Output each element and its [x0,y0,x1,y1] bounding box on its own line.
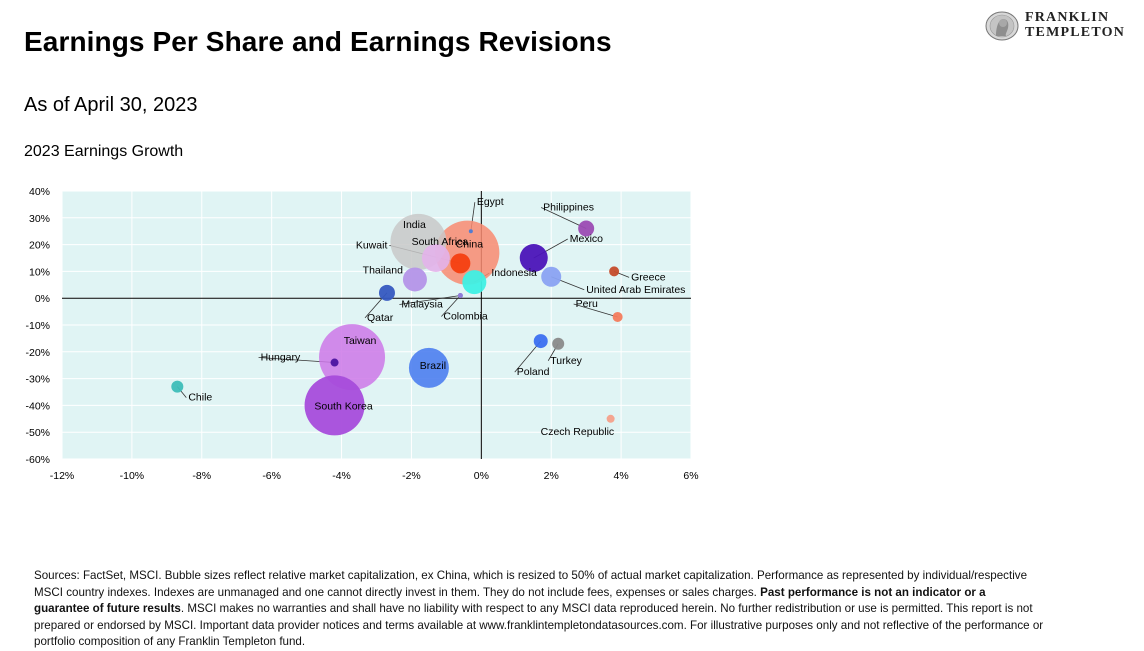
bubble-united-arab-emirates [541,266,562,287]
founder-medallion-icon [985,11,1019,41]
y-tick-label: 10% [29,266,50,278]
y-tick-label: 30% [29,213,50,225]
x-tick-label: 2% [544,470,559,482]
logo-wordmark: FRANKLIN TEMPLETON [1025,10,1125,40]
x-tick-label: -12% [50,470,75,482]
leader-line-malaysia [399,295,461,305]
point-label-brazil: Brazil [420,360,446,372]
x-tick-label: -8% [192,470,211,482]
x-tick-label: 0% [474,470,489,482]
y-tick-label: 20% [29,240,50,252]
logo-line-2: TEMPLETON [1025,25,1126,40]
point-label-malaysia: Malaysia [401,299,443,311]
footnote-text-2: . MSCI makes no warranties and shall hav… [34,602,1044,648]
bubble-mexico [519,244,548,272]
point-label-mexico: Mexico [570,233,603,245]
footnote-text-1: Sources: FactSet, MSCI. Bubble sizes ref… [34,569,1028,599]
point-label-thailand: Thailand [363,264,403,276]
y-tick-label: -10% [25,320,50,332]
y-tick-label: 0% [35,293,50,305]
x-tick-label: -4% [332,470,351,482]
point-label-kuwait: Kuwait [356,239,388,251]
point-label-egypt: Egypt [477,196,504,208]
leader-line-philippines [540,207,587,229]
point-label-taiwan: Taiwan [344,335,377,347]
earnings-bubble-chart: 40%30%20%10%0%-10%-20%-30%-40%-50%-60%-1… [25,186,698,482]
y-tick-label: 40% [29,186,50,198]
bubble-qatar [378,284,395,301]
point-label-indonesia: Indonesia [491,267,537,279]
point-label-czech-republic: Czech Republic [541,426,615,438]
bubble-south-korea [304,375,365,436]
bubble-chile [171,380,184,393]
bubble-philippines [578,220,595,237]
y-tick-label: -30% [25,374,50,386]
point-label-qatar: Qatar [367,312,394,324]
bubble-greece [609,266,620,277]
bubble-peru [612,311,623,322]
x-tick-label: -6% [262,470,281,482]
page-subtitle: As of April 30, 2023 [24,94,198,116]
point-label-south-korea: South Korea [314,400,373,412]
bubble-china [435,220,500,285]
bubble-taiwan [319,324,386,391]
point-label-united-arab-emirates: United Arab Emirates [586,284,685,296]
point-label-philippines: Philippines [543,202,594,214]
point-label-turkey: Turkey [550,355,582,367]
bubble-south-africa [421,244,450,272]
bubble-colombia [457,293,463,299]
y-tick-label: -40% [25,400,50,412]
point-label-india: India [403,219,426,231]
bubble-indonesia [462,270,487,295]
x-tick-label: 6% [683,470,698,482]
leader-line-colombia [441,295,461,317]
bubble-czech-republic [606,414,615,423]
point-label-poland: Poland [517,366,550,378]
point-label-greece: Greece [631,271,666,283]
point-label-chile: Chile [188,392,212,404]
point-label-hungary: Hungary [261,352,301,364]
bubble-thailand [402,267,427,292]
y-tick-label: -50% [25,427,50,439]
bubble-hungary [330,358,339,367]
bubble-poland [533,334,548,349]
bubble-kuwait [450,253,471,274]
point-label-china: China [456,239,484,251]
x-tick-label: -2% [402,470,421,482]
y-tick-label: -20% [25,347,50,359]
point-label-peru: Peru [576,298,598,310]
logo-line-1: FRANKLIN [1025,10,1110,25]
bubble-turkey [552,337,565,350]
page-title: Earnings Per Share and Earnings Revision… [24,26,612,57]
point-label-colombia: Colombia [443,311,488,323]
footnote: Sources: FactSet, MSCI. Bubble sizes ref… [34,568,1044,651]
leader-line-peru [573,303,618,318]
franklin-templeton-logo: FRANKLIN TEMPLETON [985,10,1135,42]
bubble-egypt [468,229,473,234]
x-tick-label: 4% [614,470,629,482]
bubble-brazil [408,347,449,388]
x-tick-label: -10% [120,470,145,482]
point-label-south-africa: South Africa [412,236,469,248]
footnote-disclaimer-bold: Past performance is not an indicator or … [34,585,986,616]
chart-title: 2023 Earnings Growth [24,143,184,160]
y-tick-label: -60% [25,454,50,466]
